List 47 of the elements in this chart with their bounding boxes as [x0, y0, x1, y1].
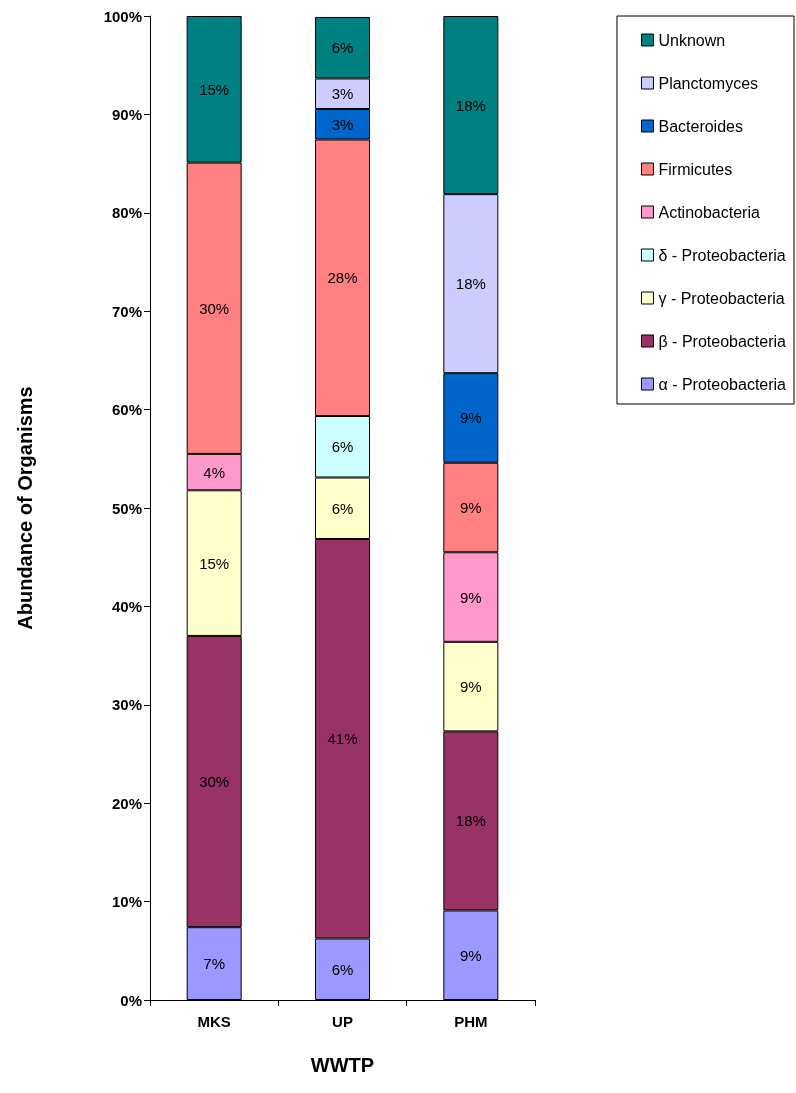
y-tick-label: 10%: [111, 893, 142, 911]
legend-label: α - Proteobacteria: [658, 375, 787, 393]
data-label: 15%: [199, 554, 230, 572]
y-tick-label: 100%: [103, 7, 142, 25]
data-label: 7%: [203, 955, 226, 973]
data-label: 6%: [331, 960, 354, 978]
y-tick-label: 40%: [111, 597, 142, 615]
data-label: 9%: [459, 588, 482, 606]
y-tick-label: 90%: [111, 105, 142, 123]
x-axis-title: WWTP: [310, 1054, 375, 1076]
data-label: 41%: [327, 730, 358, 748]
y-tick-label: 0%: [120, 991, 142, 1009]
legend-label: Planctomyces: [658, 74, 759, 92]
y-tick-label: 20%: [111, 794, 142, 812]
y-tick-label: 60%: [111, 401, 142, 419]
data-label: 9%: [459, 499, 482, 517]
data-label: 30%: [199, 773, 230, 791]
legend-label: Actinobacteria: [658, 203, 760, 221]
data-label: 18%: [455, 96, 486, 114]
data-label: 28%: [327, 269, 358, 287]
data-label: 9%: [459, 946, 482, 964]
legend-label: δ - Proteobacteria: [658, 246, 786, 264]
y-tick-label: 80%: [111, 204, 142, 222]
y-tick-label: 50%: [111, 499, 142, 517]
data-label: 6%: [331, 438, 354, 456]
data-label: 9%: [459, 678, 482, 696]
legend-label: Bacteroides: [658, 117, 743, 135]
legend-label: β - Proteobacteria: [658, 332, 787, 350]
data-label: 30%: [199, 299, 230, 317]
x-tick-label: UP: [332, 1013, 353, 1030]
legend-label: Unknown: [658, 31, 726, 49]
data-label: 4%: [203, 463, 226, 481]
x-tick-label: PHM: [454, 1013, 488, 1030]
y-tick-label: 70%: [111, 302, 142, 320]
data-label: 18%: [455, 812, 486, 830]
x-tick-label: MKS: [197, 1013, 231, 1030]
data-label: 9%: [459, 409, 482, 427]
data-label: 3%: [331, 115, 354, 133]
data-label: 6%: [331, 39, 354, 57]
legend-label: γ - Proteobacteria: [658, 289, 785, 307]
data-label: 18%: [455, 275, 486, 293]
y-axis-title: Abundance of Organisms: [14, 386, 36, 630]
legend-label: Firmicutes: [658, 160, 733, 178]
data-label: 15%: [199, 80, 230, 98]
y-tick-label: 30%: [111, 696, 142, 714]
data-label: 6%: [331, 499, 354, 517]
data-label: 3%: [331, 85, 354, 103]
